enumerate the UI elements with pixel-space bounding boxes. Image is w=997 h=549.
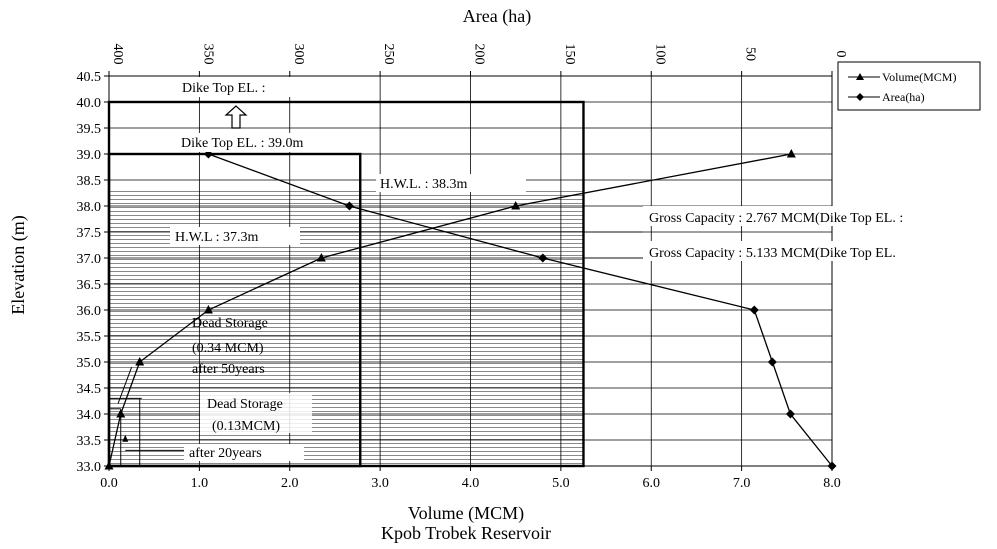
dead-storage-b-line3: after 20years — [189, 446, 262, 461]
y-tick-label: 35.5 — [77, 330, 102, 345]
legend-area-marker — [856, 93, 864, 101]
volume-point — [135, 357, 145, 366]
y-tick-label: 34.5 — [77, 382, 102, 397]
dead-storage-a-line3: after 50years — [192, 362, 265, 377]
dead-storage-b-arrowhead — [122, 434, 129, 442]
y-tick-label: 36.5 — [77, 278, 102, 293]
y-tick-label: 40.0 — [77, 96, 102, 111]
x-tick-label: 3.0 — [371, 476, 389, 491]
x-tick-label: 4.0 — [462, 476, 480, 491]
y-tick-label: 40.5 — [77, 70, 102, 85]
area-point — [767, 357, 777, 367]
volume-point — [786, 149, 796, 158]
top-axis-tick-label: 100 — [652, 44, 667, 65]
x-tick-label: 1.0 — [191, 476, 209, 491]
y-tick-label: 34.0 — [77, 408, 102, 423]
top-axis-tick-label: 200 — [472, 44, 487, 65]
dike-top-a-bg — [170, 77, 320, 97]
y-tick-label: 39.0 — [77, 148, 102, 163]
top-axis-tick-label: 150 — [562, 44, 577, 65]
y-tick-label: 37.5 — [77, 226, 102, 241]
top-axis-tick-label: 0 — [833, 51, 848, 58]
y-axis-label: Elevation (m) — [8, 215, 29, 314]
top-axis-tick-label: 350 — [200, 44, 215, 65]
y-tick-label: 35.0 — [77, 356, 102, 371]
area-point — [785, 409, 795, 419]
top-axis-tick-label: 300 — [291, 44, 306, 65]
x-tick-label: 7.0 — [733, 476, 751, 491]
hwl-b-label: H.W.L : 37.3m — [175, 230, 258, 245]
hwl-a-bg — [376, 174, 526, 192]
dead-storage-b-bg — [200, 393, 312, 433]
volume-point — [203, 305, 213, 314]
top-axis-tick-label: 250 — [381, 44, 396, 65]
y-tick-label: 33.5 — [77, 434, 102, 449]
series-layer — [104, 149, 837, 471]
gross-capacity-2-label: Gross Capacity : 5.133 MCM(Dike Top EL. — [649, 246, 896, 261]
gross-capacity-2-bg — [643, 241, 975, 261]
y-tick-label: 38.5 — [77, 174, 102, 189]
legend-area-label: Area(ha) — [882, 90, 925, 104]
dead-storage-a-line1: Dead Storage — [192, 316, 268, 331]
x-axis-label: Volume (MCM) — [408, 503, 524, 524]
dead-storage-a-pointer — [117, 367, 133, 404]
x-tick-label: 0.0 — [100, 476, 118, 491]
area-series — [203, 149, 837, 471]
y-tick-label: 33.0 — [77, 460, 102, 475]
axis-ticks: 33.0 33.5 34.0 34.5 35.0 35.5 36.0 36.5 37.0 37.5… — [77, 44, 849, 492]
x-tick-label: 2.0 — [281, 476, 299, 491]
legend-box — [837, 61, 981, 111]
hwl-b-bg — [170, 227, 300, 245]
legend: Volume(MCM) Area(ha) — [837, 61, 981, 111]
area-point — [827, 461, 837, 471]
y-tick-label: 37.0 — [77, 252, 102, 267]
dike-top-a-label: Dike Top EL. : — [182, 81, 266, 96]
area-point — [749, 305, 759, 315]
y-tick-label: 38.0 — [77, 200, 102, 215]
x-tick-label: 5.0 — [552, 476, 570, 491]
area-point — [538, 253, 548, 263]
dike-top-b-bg — [176, 133, 358, 152]
top-axis-tick-label: 400 — [110, 44, 125, 65]
top-axis-label: Area (ha) — [463, 6, 531, 27]
top-axis-tick-label: 50 — [743, 47, 758, 61]
y-tick-label: 36.0 — [77, 304, 102, 319]
chart-title: Kpob Trobek Reservoir — [381, 523, 551, 543]
up-arrow-icon — [224, 105, 248, 129]
legend-volume-label: Volume(MCM) — [882, 70, 956, 84]
gross-capacity-1-label: Gross Capacity : 2.767 MCM(Dike Top EL. … — [649, 211, 903, 226]
dead-storage-b-line2: (0.13MCM) — [212, 419, 280, 434]
dead-storage-a-line2: (0.34 MCM) — [192, 341, 264, 356]
dead-storage-b-line1: Dead Storage — [207, 397, 283, 412]
dike-top-b-label: Dike Top EL. : 39.0m — [181, 136, 304, 151]
volume-point — [316, 253, 326, 262]
volume-point — [511, 201, 521, 210]
annotation-lines — [109, 231, 643, 466]
x-tick-label: 8.0 — [823, 476, 841, 491]
legend-volume-marker — [856, 73, 864, 80]
hwl-a-label: H.W.L. : 38.3m — [380, 177, 467, 192]
y-tick-label: 39.5 — [77, 122, 102, 137]
dead-storage-b3-bg — [184, 444, 304, 461]
area-point — [344, 201, 354, 211]
gross-capacity-1-bg — [643, 206, 975, 226]
x-tick-label: 6.0 — [643, 476, 661, 491]
volume-point — [104, 461, 114, 470]
